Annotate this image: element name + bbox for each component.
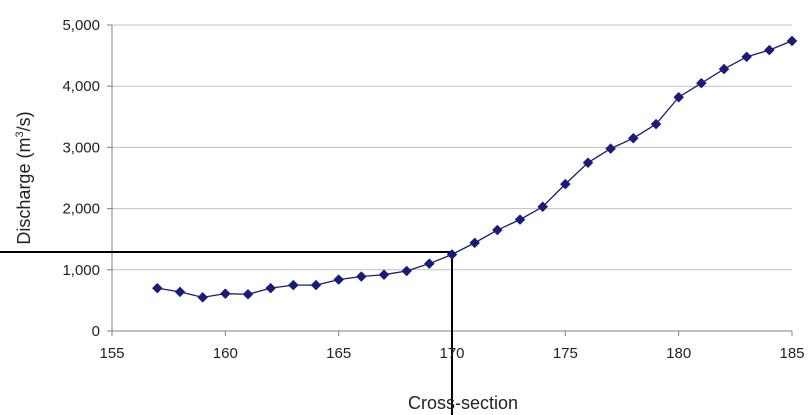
y-axis-title: Discharge (m3/s) (14, 111, 34, 244)
data-point (423, 258, 435, 270)
data-markers (151, 35, 798, 303)
data-point (695, 77, 707, 89)
y-tick-label: 4,000 (62, 78, 100, 95)
x-tick-label: 165 (326, 345, 351, 362)
x-tick-label: 180 (666, 345, 691, 362)
data-point (219, 288, 231, 300)
data-point (446, 249, 458, 260)
data-point (333, 274, 345, 285)
data-point (469, 237, 481, 249)
tick-labels: 0 1,000 2,000 3,000 4,000 5,000 155 160 165 170 17… (62, 17, 804, 362)
data-point (401, 265, 413, 277)
reference-lines (0, 251, 453, 415)
y-tick-label: 1,000 (62, 262, 100, 279)
data-point (242, 288, 254, 300)
y-axis-title-prefix: Discharge (m (14, 138, 34, 245)
data-point (650, 118, 662, 130)
data-point (151, 282, 163, 294)
data-point (514, 214, 526, 225)
x-tick-label: 170 (439, 345, 464, 362)
axes (107, 24, 793, 336)
data-point (627, 132, 639, 144)
data-point (718, 63, 730, 75)
data-point (491, 224, 503, 236)
data-point (559, 178, 571, 190)
data-point (673, 91, 685, 103)
series-line (157, 40, 793, 299)
y-axis-title-superscript: 3 (14, 131, 26, 137)
x-tick-label: 155 (99, 345, 124, 362)
y-tick-label: 0 (92, 323, 100, 340)
y-tick-label: 3,000 (62, 139, 100, 156)
data-point (310, 279, 322, 291)
data-point (355, 271, 367, 282)
data-point (537, 201, 549, 213)
x-tick-label: 175 (553, 345, 578, 362)
grid-lines (112, 24, 792, 271)
x-axis-title: Cross-section (408, 393, 518, 413)
data-point (741, 51, 753, 63)
data-point (378, 269, 390, 281)
data-point (174, 286, 186, 298)
data-point (197, 291, 209, 303)
y-axis-title-suffix: /s) (14, 111, 34, 131)
data-series (157, 40, 793, 299)
data-point (582, 157, 594, 169)
y-tick-label: 5,000 (62, 17, 100, 34)
y-tick-label: 2,000 (62, 201, 100, 218)
data-point (786, 35, 798, 47)
data-point (605, 143, 617, 154)
data-point (287, 279, 299, 291)
x-tick-label: 185 (779, 345, 804, 362)
x-tick-label: 160 (213, 345, 238, 362)
data-point (265, 282, 277, 294)
data-point (763, 44, 775, 56)
